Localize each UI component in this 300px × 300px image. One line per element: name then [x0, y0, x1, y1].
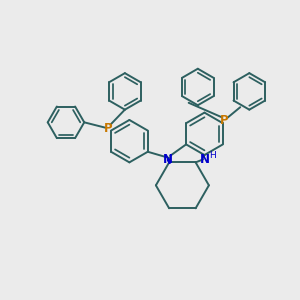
Text: N: N	[200, 153, 209, 166]
Text: H: H	[209, 152, 216, 160]
Text: N: N	[163, 153, 173, 166]
Text: P: P	[104, 122, 113, 135]
Text: P: P	[220, 114, 229, 127]
